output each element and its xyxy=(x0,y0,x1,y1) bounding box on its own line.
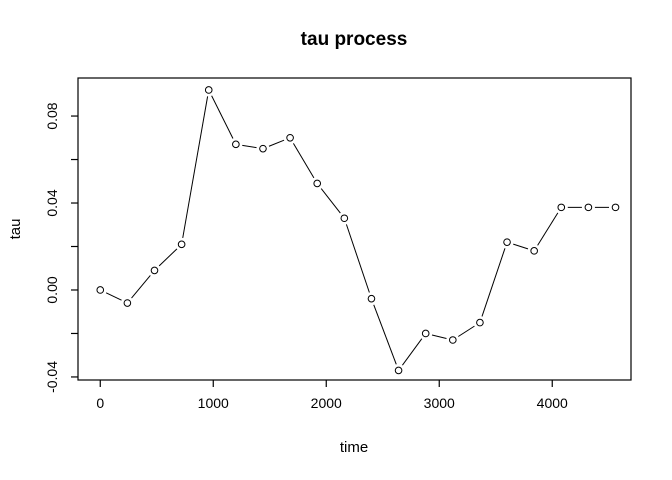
x-tick-label: 3000 xyxy=(424,395,455,411)
data-point xyxy=(259,144,267,153)
line-segment xyxy=(268,139,285,147)
plot-frame xyxy=(77,77,632,381)
data-point xyxy=(557,203,566,212)
data-line-segments xyxy=(105,95,610,366)
line-segment xyxy=(158,248,178,267)
data-point xyxy=(476,318,484,327)
y-tick-label: 0.00 xyxy=(44,276,60,303)
y-axis-label: tau xyxy=(7,219,24,240)
x-tick-label: 2000 xyxy=(311,395,342,411)
data-point xyxy=(313,179,322,188)
y-tick-label: 0.04 xyxy=(44,189,60,216)
line-segment xyxy=(131,275,151,299)
data-point xyxy=(611,203,620,212)
line-segment xyxy=(320,188,341,214)
x-tick-label: 1000 xyxy=(198,395,229,411)
data-point xyxy=(286,133,294,142)
chart-title: tau process xyxy=(301,29,408,50)
line-segment xyxy=(373,304,397,365)
data-point xyxy=(367,294,376,303)
line-segment xyxy=(105,292,122,301)
y-tick-label: -0.04 xyxy=(44,361,60,393)
data-point xyxy=(150,266,159,275)
data-point xyxy=(394,366,403,375)
data-point xyxy=(177,240,186,249)
line-segment xyxy=(537,212,559,246)
x-tick-label: 0 xyxy=(96,395,104,411)
line-segment xyxy=(481,248,506,317)
line-segment xyxy=(431,334,447,339)
line-segment xyxy=(345,224,370,293)
data-point xyxy=(340,214,349,223)
x-axis-ticks: 0 1000 2000 3000 4000 xyxy=(96,380,568,411)
data-point xyxy=(204,86,213,94)
x-axis-label: time xyxy=(340,439,368,456)
line-segment xyxy=(211,95,234,139)
data-point xyxy=(96,286,105,294)
data-point xyxy=(421,329,430,338)
line-segment xyxy=(292,143,315,179)
data-point xyxy=(584,203,593,212)
y-axis-ticks: -0.04 0.00 0.04 0.08 xyxy=(44,102,78,393)
line-segment xyxy=(402,338,423,366)
data-point xyxy=(232,140,240,149)
line-segment xyxy=(458,325,475,337)
line-segment xyxy=(513,243,529,250)
data-point xyxy=(449,336,457,344)
data-point-markers xyxy=(96,86,620,375)
x-tick-label: 4000 xyxy=(537,395,568,411)
line-segment xyxy=(242,144,257,149)
line-segment xyxy=(182,96,209,239)
y-tick-label: 0.08 xyxy=(44,102,60,129)
data-point xyxy=(503,238,511,246)
data-point xyxy=(123,299,132,307)
data-point xyxy=(530,247,538,255)
